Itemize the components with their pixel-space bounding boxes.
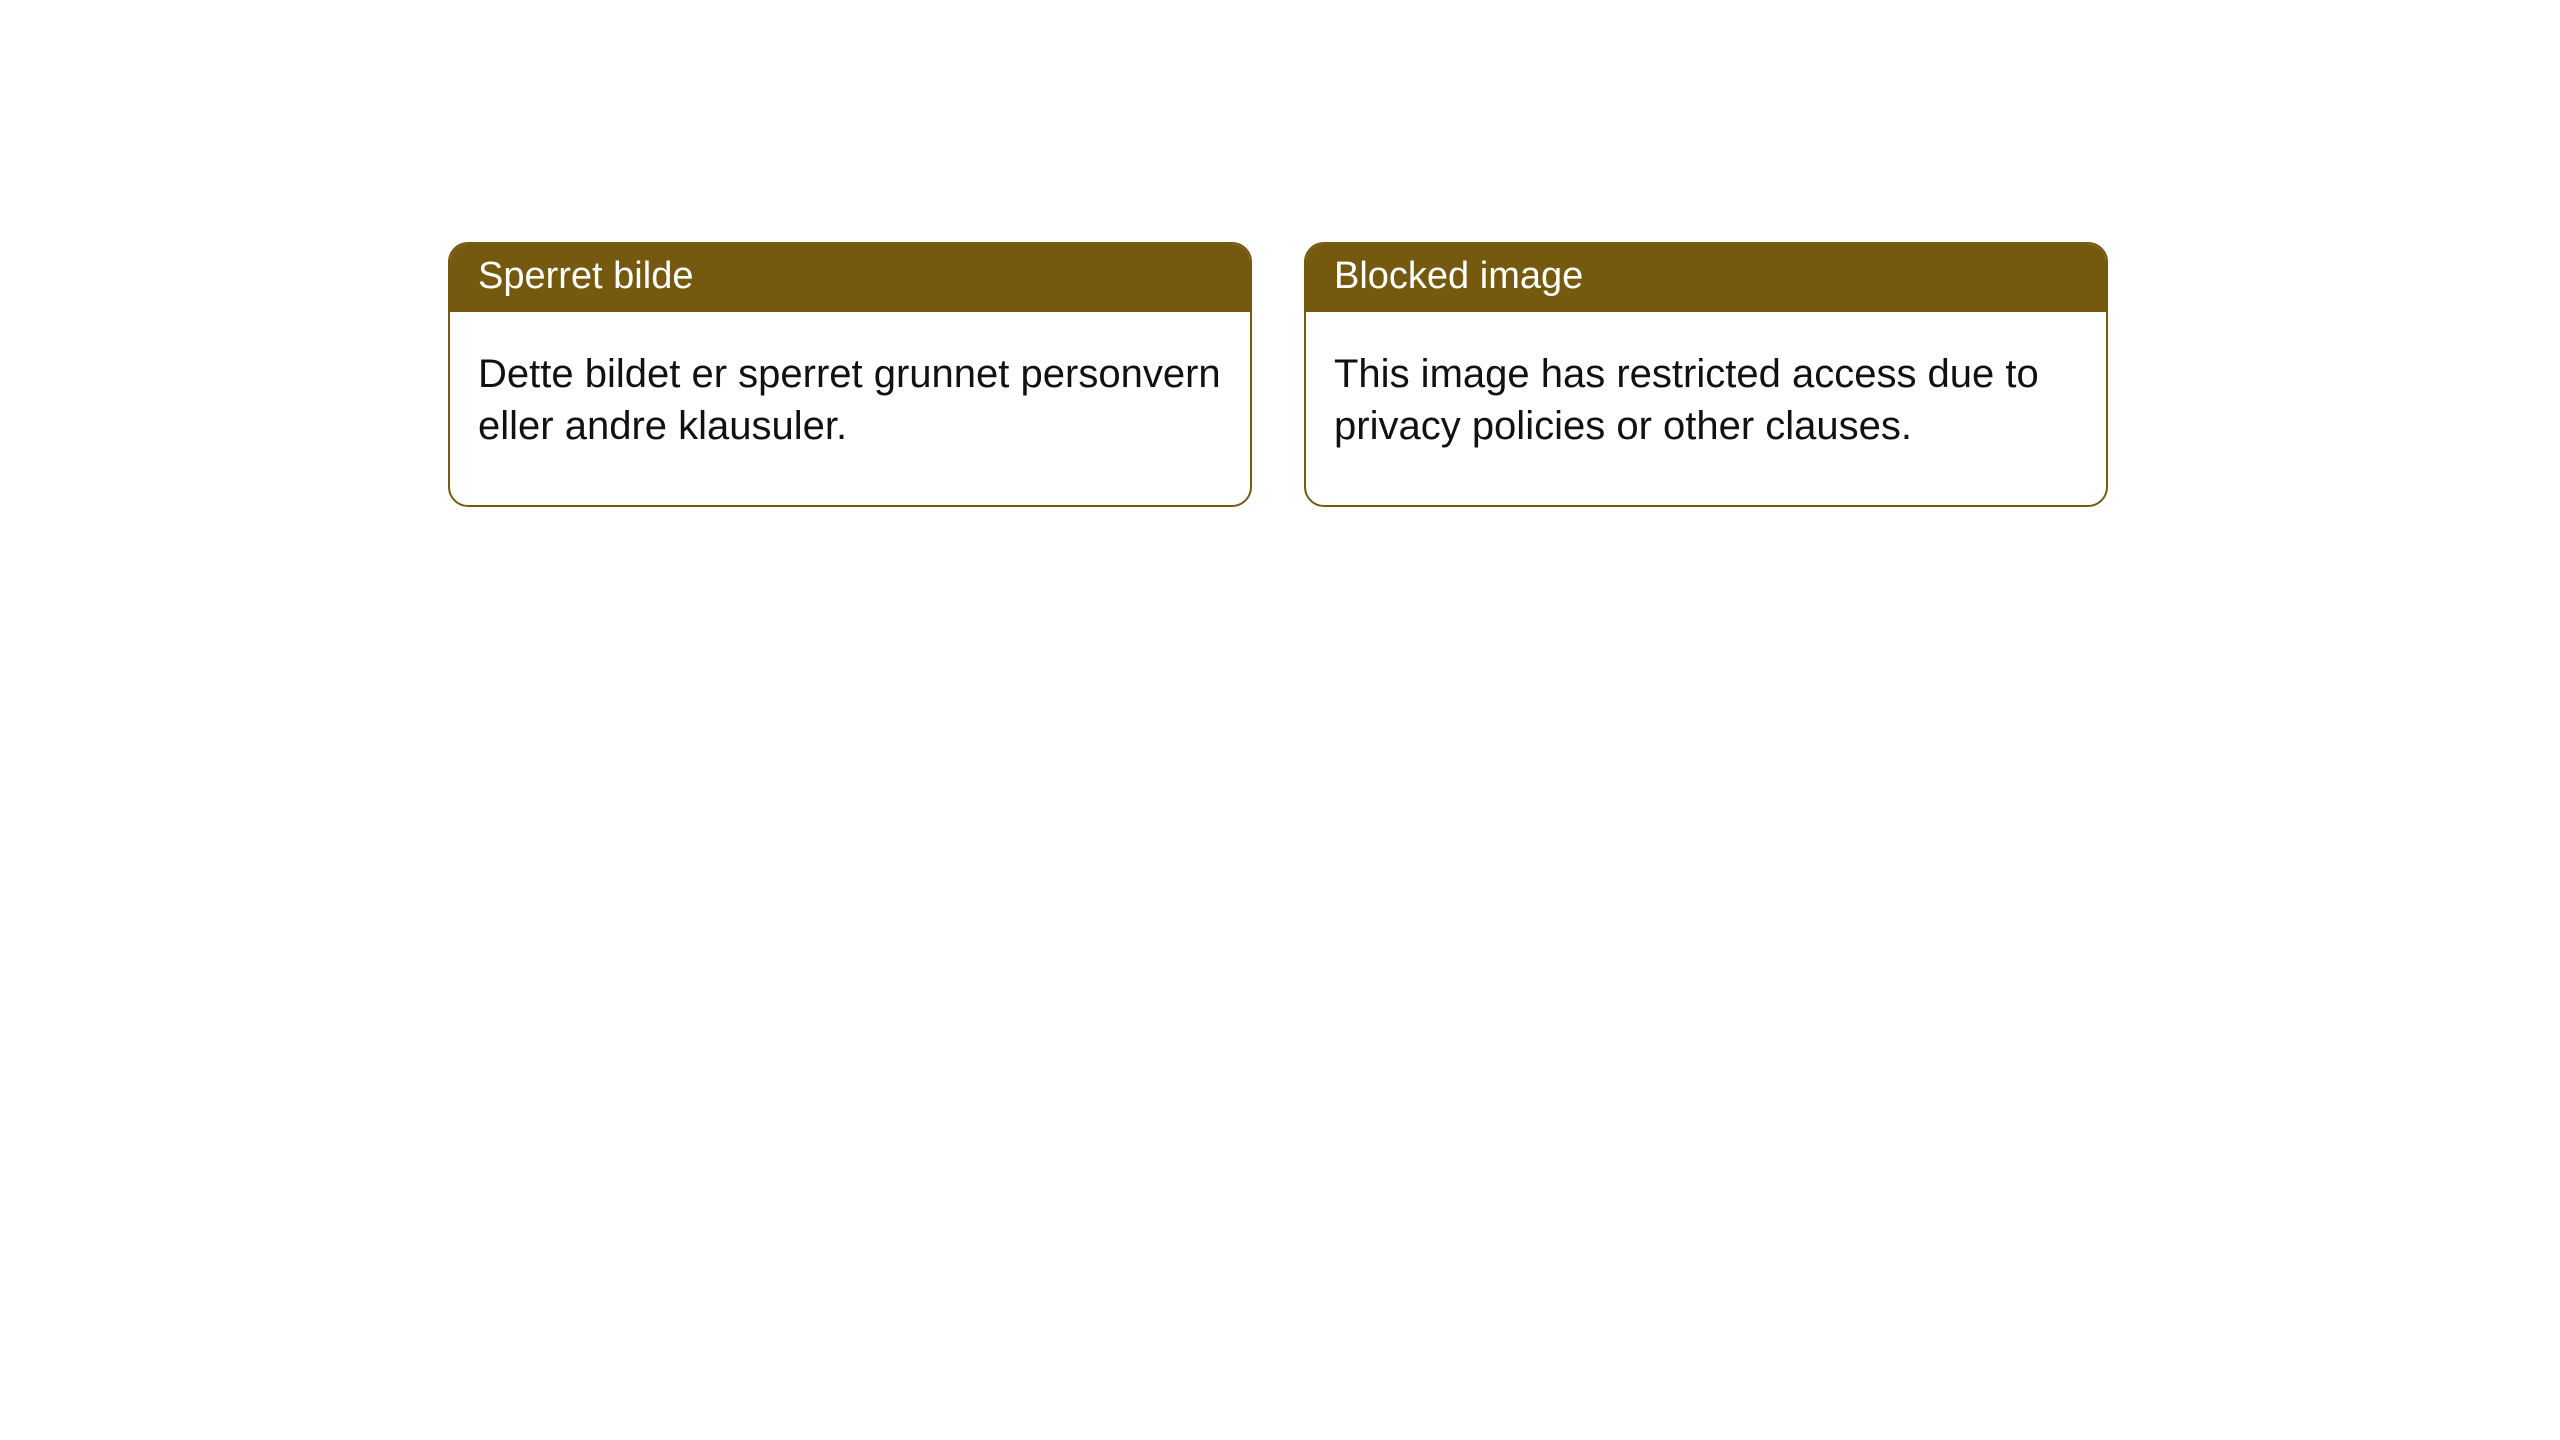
notice-card-english: Blocked image This image has restricted … [1304,242,2108,507]
notice-body-norwegian: Dette bildet er sperret grunnet personve… [450,312,1250,506]
notice-body-english: This image has restricted access due to … [1306,312,2106,506]
notice-card-norwegian: Sperret bilde Dette bildet er sperret gr… [448,242,1252,507]
notice-title-english: Blocked image [1306,244,2106,312]
notice-title-norwegian: Sperret bilde [450,244,1250,312]
notice-container: Sperret bilde Dette bildet er sperret gr… [0,0,2560,507]
